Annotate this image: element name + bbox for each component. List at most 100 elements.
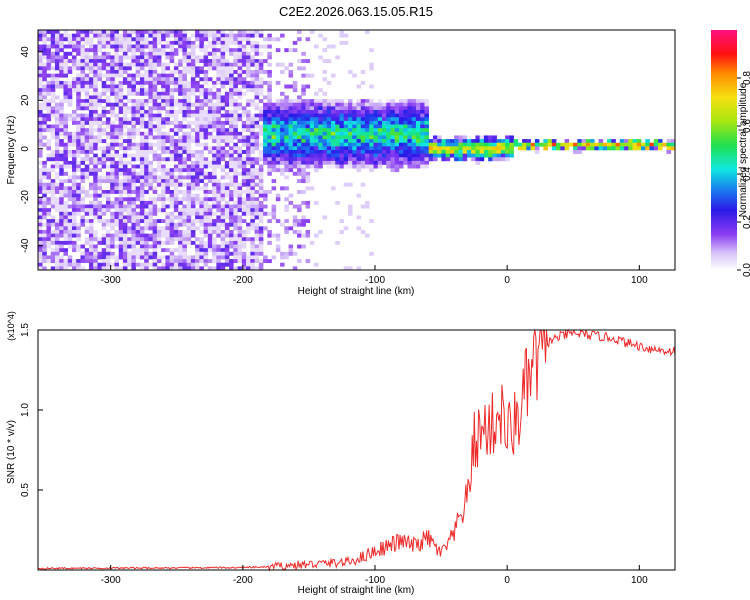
- spectrogram-cell: [339, 110, 345, 114]
- spectrogram-cell: [199, 102, 204, 107]
- spectrogram-cell: [292, 219, 298, 224]
- spectrogram-cell: [449, 146, 455, 151]
- spectrogram-cell: [84, 37, 90, 42]
- spectrogram-cell: [178, 73, 183, 78]
- spectrogram-cell: [246, 55, 251, 60]
- spectrogram-cell: [224, 120, 230, 125]
- spectrogram-cell: [186, 153, 192, 158]
- spectrogram-cell: [152, 175, 158, 180]
- spectrogram-cell: [263, 70, 268, 74]
- spectrogram-cell: [105, 55, 111, 60]
- spectrogram-cell: [199, 113, 204, 118]
- spectrogram-cell: [84, 193, 90, 198]
- spectrogram-cell: [182, 135, 187, 140]
- spectrogram-cell: [250, 33, 255, 38]
- spectrogram-cell: [173, 259, 179, 264]
- spectrogram-cell: [258, 175, 264, 180]
- spectrogram-cell: [199, 259, 204, 264]
- spectrogram-cell: [331, 106, 336, 111]
- spectrogram-cell: [182, 102, 187, 107]
- spectrogram-cell: [305, 99, 311, 104]
- spectrogram-cell: [199, 44, 204, 49]
- spectrogram-cell: [135, 197, 141, 202]
- spectrogram-cell: [101, 40, 107, 45]
- spectrogram-cell: [488, 153, 493, 158]
- spectrogram-cell: [38, 95, 43, 100]
- spectrogram-cell: [105, 164, 111, 169]
- spectrogram-cell: [326, 139, 332, 144]
- spectrogram-cell: [114, 244, 119, 249]
- spectrogram-cell: [88, 62, 94, 67]
- spectrogram-cell: [131, 200, 136, 205]
- spectrogram-cell: [212, 237, 217, 242]
- spectrogram-cell: [63, 80, 69, 85]
- spectrogram-cell: [284, 135, 289, 140]
- spectrogram-cell: [135, 113, 141, 118]
- spectrogram-cell: [275, 150, 281, 154]
- spectrogram-cell: [80, 215, 86, 220]
- spectrogram-cell: [67, 59, 73, 64]
- spectrogram-cell: [186, 124, 192, 129]
- spectrogram-cell: [152, 226, 158, 231]
- spectrogram-cell: [343, 182, 349, 187]
- spectrogram-cell: [84, 55, 90, 60]
- spectrogram-cell: [297, 222, 302, 227]
- spectrogram-cell: [105, 230, 111, 234]
- spectrogram-cell: [280, 168, 285, 173]
- spectrogram-cell: [233, 110, 238, 114]
- spectrogram-cell: [114, 59, 119, 64]
- spectrogram-cell: [76, 95, 81, 100]
- spectrogram-cell: [229, 219, 234, 224]
- spectrogram-cell: [258, 142, 264, 147]
- spectrogram-cell: [67, 70, 73, 74]
- spectrogram-cell: [186, 157, 192, 162]
- spectrogram-cell: [301, 233, 306, 238]
- spectrogram-cell: [326, 160, 332, 165]
- spectrogram-cell: [42, 248, 47, 253]
- spectrogram-cell: [152, 80, 158, 85]
- spectrogram-cell: [212, 190, 217, 194]
- spectrogram-cell: [483, 146, 489, 151]
- spectrogram-cell: [203, 164, 209, 169]
- spectrogram-cell: [241, 182, 247, 187]
- spectrogram-cell: [479, 150, 485, 154]
- spectrogram-cell: [84, 164, 90, 169]
- spectrogram-cell: [254, 215, 260, 220]
- spectrogram-cell: [263, 95, 268, 100]
- spectrogram-cell: [84, 117, 90, 122]
- spectrogram-cell: [420, 113, 425, 118]
- spectrogram-cell: [88, 259, 94, 264]
- spectrogram-cell: [63, 37, 69, 42]
- spectrogram-cell: [76, 150, 81, 154]
- spectrogram-cell: [220, 175, 226, 180]
- spectrogram-cell: [551, 142, 557, 147]
- spectrogram-cell: [131, 117, 136, 122]
- spectrogram-cell: [339, 219, 345, 224]
- spectrogram-cell: [156, 106, 162, 111]
- spectrogram-cell: [407, 102, 413, 107]
- spectrogram-cell: [483, 142, 489, 147]
- spectrogram-cell: [101, 131, 107, 136]
- spectrogram-cell: [88, 262, 94, 267]
- spectrogram-cell: [437, 150, 442, 154]
- spectrogram-cell: [258, 219, 264, 224]
- spectrogram-cell: [348, 128, 353, 133]
- spectrogram-cell: [394, 135, 400, 140]
- spectrogram-cell: [254, 146, 260, 151]
- spectrogram-cell: [156, 146, 162, 151]
- spectrogram-cell: [127, 131, 132, 136]
- spectrogram-cell: [84, 230, 90, 234]
- spectrogram-cell: [407, 135, 413, 140]
- spectrogram-cell: [122, 262, 128, 267]
- spectrogram-cell: [156, 80, 162, 85]
- spectrogram-cell: [80, 33, 86, 38]
- spectrogram-cell: [80, 70, 86, 74]
- spectrogram-cell: [54, 164, 60, 169]
- spectrogram-cell: [373, 131, 379, 136]
- spectrogram-cell: [411, 160, 417, 165]
- spectrogram-cell: [88, 219, 94, 224]
- spectrogram-cell: [356, 139, 362, 144]
- spectrogram-cell: [224, 175, 230, 180]
- spectrogram-cell: [50, 237, 56, 242]
- spectrogram-cell: [76, 113, 81, 118]
